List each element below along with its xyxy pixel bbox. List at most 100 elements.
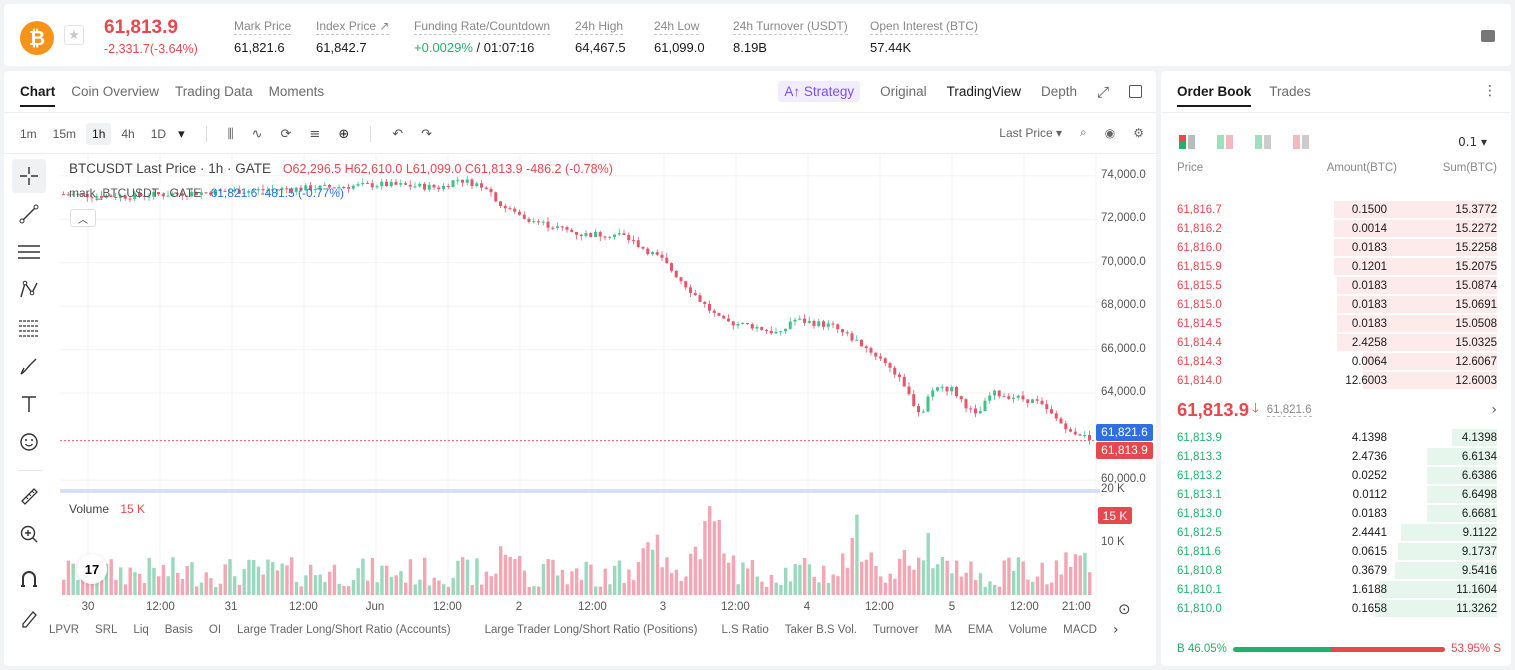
chevron-right-icon[interactable]: › — [1491, 402, 1497, 418]
layout-bids-icon[interactable] — [1217, 135, 1233, 149]
indicator-oi[interactable]: OI — [208, 624, 222, 636]
bid-row[interactable]: 61,813.9 4.1398 4.1398 — [1161, 428, 1511, 447]
expand-icon[interactable]: ⤢ — [1096, 82, 1109, 101]
tab-trades[interactable]: Trades — [1269, 84, 1311, 99]
interval-15m[interactable]: 15m — [52, 127, 77, 141]
layout-asks-icon[interactable] — [1255, 135, 1271, 149]
ask-row[interactable]: 61,816.0 0.0183 15.2258 — [1161, 238, 1511, 257]
ask-row[interactable]: 61,814.4 2.4258 15.0325 — [1161, 333, 1511, 352]
stat-label[interactable]: Mark Price — [234, 19, 292, 35]
crosshair-tool-icon[interactable] — [12, 159, 46, 193]
collapse-legend-button[interactable]: ︿ — [70, 209, 96, 227]
pattern-tool-icon[interactable] — [12, 273, 46, 307]
brush-tool-icon[interactable] — [12, 349, 46, 383]
book-icon[interactable] — [1481, 30, 1495, 42]
interval-dropdown-icon[interactable]: ▾ — [178, 126, 185, 142]
indicator-liq[interactable]: Liq — [133, 624, 149, 636]
tab-original[interactable]: Original — [880, 84, 927, 99]
tab-coin-overview[interactable]: Coin Overview — [71, 84, 160, 99]
stat-label[interactable]: Open Interest (BTC) — [870, 19, 979, 35]
tab-depth[interactable]: Depth — [1040, 84, 1077, 99]
favorite-star-icon[interactable]: ★ — [64, 25, 84, 45]
indicator-ls-ratio[interactable]: L.S Ratio — [721, 624, 769, 636]
indicator-taker-bs-vol[interactable]: Taker B.S Vol. — [784, 624, 857, 636]
pencil-lock-tool-icon[interactable] — [12, 601, 46, 635]
fibonacci-tool-icon[interactable] — [12, 311, 46, 345]
tab-moments[interactable]: Moments — [268, 84, 325, 99]
stat-label[interactable]: Funding Rate/Countdown — [414, 19, 551, 35]
ask-row[interactable]: 61,815.5 0.0183 15.0874 — [1161, 276, 1511, 295]
camera-icon[interactable]: ◉ — [1104, 125, 1116, 140]
tab-order-book[interactable]: Order Book — [1177, 84, 1251, 107]
parallel-lines-tool-icon[interactable] — [12, 235, 46, 269]
tradingview-logo[interactable]: 17 — [77, 554, 107, 584]
indicator-ma[interactable]: MA — [934, 624, 952, 636]
ask-row[interactable]: 61,814.0 12.6003 12.6003 — [1161, 371, 1511, 390]
bid-row[interactable]: 61,812.5 2.4441 9.1122 — [1161, 523, 1511, 542]
stat-label[interactable]: Index Price ↗ — [316, 19, 390, 35]
order-book-mid-price[interactable]: 61,813.9 🡓 61,821.6 › — [1177, 398, 1497, 422]
indicator-basis[interactable]: Basis — [164, 624, 193, 636]
bid-row[interactable]: 61,813.1 0.0112 6.6498 — [1161, 485, 1511, 504]
indicator-macd[interactable]: MACD — [1063, 624, 1097, 636]
bid-row[interactable]: 61,811.6 0.0615 9.1737 — [1161, 542, 1511, 561]
more-options-icon[interactable]: ⋮ — [1483, 83, 1497, 99]
bid-row[interactable]: 61,813.3 2.4736 6.6134 — [1161, 447, 1511, 466]
ask-row[interactable]: 61,815.0 0.0183 15.0691 — [1161, 295, 1511, 314]
layout-both-icon[interactable] — [1179, 135, 1195, 149]
candlestick-chart[interactable] — [60, 154, 1100, 599]
trendline-tool-icon[interactable] — [12, 197, 46, 231]
window-icon[interactable] — [1129, 85, 1142, 98]
tab-trading-data[interactable]: Trading Data — [175, 84, 253, 99]
bid-row[interactable]: 61,813.2 0.0252 6.6386 — [1161, 466, 1511, 485]
ruler-tool-icon[interactable] — [12, 479, 46, 513]
indicator-srl[interactable]: SRL — [95, 624, 118, 636]
indicator-large-trader-accounts[interactable]: Large Trader Long/Short Ratio (Accounts) — [237, 624, 451, 636]
interval-1d[interactable]: 1D — [150, 127, 167, 141]
bid-row[interactable]: 61,813.0 0.0183 6.6681 — [1161, 504, 1511, 523]
bid-row[interactable]: 61,810.1 1.6188 11.1604 — [1161, 580, 1511, 599]
goto-realtime-icon[interactable]: ⊙ — [1118, 600, 1131, 618]
drawing-toolbar — [12, 159, 48, 639]
indicator-lpvr[interactable]: LPVR — [49, 624, 80, 636]
bid-row[interactable]: 61,810.0 0.1658 11.3262 — [1161, 599, 1511, 618]
ask-row[interactable]: 61,816.2 0.0014 15.2272 — [1161, 219, 1511, 238]
volume-bar — [266, 559, 270, 595]
settings-icon[interactable]: ⚙ — [1133, 125, 1144, 140]
interval-4h[interactable]: 4h — [121, 127, 135, 141]
list-icon[interactable]: ≡ — [309, 126, 321, 142]
layout-sells-icon[interactable] — [1293, 135, 1309, 149]
pane-separator[interactable] — [60, 489, 1100, 493]
undo-icon[interactable]: ↶ — [392, 126, 404, 142]
text-tool-icon[interactable] — [12, 387, 46, 421]
search-icon[interactable]: ⌕ — [1080, 125, 1087, 139]
indicator-turnover[interactable]: Turnover — [872, 624, 919, 636]
tab-tradingview[interactable]: TradingView — [946, 84, 1021, 99]
indicator-large-trader-positions[interactable]: Large Trader Long/Short Ratio (Positions… — [484, 624, 698, 636]
volume-bar — [128, 567, 132, 595]
indicators-icon[interactable]: ∿ — [251, 126, 263, 142]
interval-1m[interactable]: 1m — [20, 127, 37, 141]
add-indicator-icon[interactable]: ⊕ — [338, 126, 350, 142]
indicator-ema[interactable]: EMA — [967, 624, 993, 636]
redo-icon[interactable]: ↷ — [421, 126, 433, 142]
ask-row[interactable]: 61,814.3 0.0064 12.6067 — [1161, 352, 1511, 371]
tick-size-select[interactable]: 0.1 ▾ — [1458, 135, 1487, 149]
emoji-tool-icon[interactable] — [12, 425, 46, 459]
ask-row[interactable]: 61,816.7 0.1500 15.3772 — [1161, 200, 1511, 219]
ask-row[interactable]: 61,815.9 0.1201 15.2075 — [1161, 257, 1511, 276]
candle-body — [926, 396, 930, 412]
candles-icon[interactable]: ⫼ — [227, 126, 234, 142]
indicator-volume[interactable]: Volume — [1008, 624, 1048, 636]
chevron-right-icon[interactable]: › — [1112, 622, 1119, 638]
bid-row[interactable]: 61,810.8 0.3679 9.5416 — [1161, 561, 1511, 580]
magnet-tool-icon[interactable] — [12, 563, 46, 597]
tab-chart[interactable]: Chart — [20, 84, 55, 104]
interval-1h[interactable]: 1h — [86, 123, 112, 145]
ask-row[interactable]: 61,814.5 0.0183 15.0508 — [1161, 314, 1511, 333]
strategy-button[interactable]: A↑ Strategy — [778, 81, 861, 102]
replay-icon[interactable]: ⟳ — [280, 126, 292, 142]
zoom-tool-icon[interactable] — [12, 517, 46, 551]
candle-body — [893, 367, 897, 375]
price-type-select[interactable]: Last Price ▾ — [999, 125, 1063, 140]
